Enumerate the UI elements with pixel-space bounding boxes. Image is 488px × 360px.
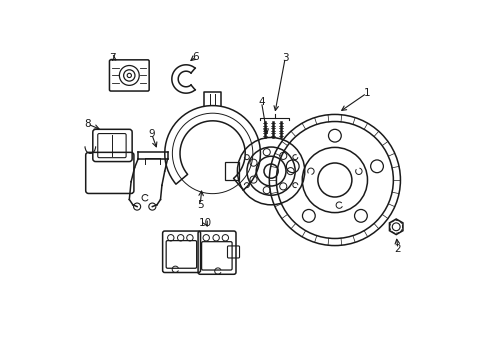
Text: 9: 9 — [148, 129, 155, 139]
Text: 5: 5 — [197, 200, 203, 210]
Text: 8: 8 — [84, 119, 91, 129]
Text: 4: 4 — [258, 97, 264, 107]
Text: 2: 2 — [394, 244, 401, 254]
Text: 10: 10 — [199, 217, 212, 228]
Text: 3: 3 — [282, 53, 288, 63]
Text: 7: 7 — [109, 53, 116, 63]
Text: 6: 6 — [192, 51, 199, 62]
Text: 1: 1 — [363, 88, 369, 98]
